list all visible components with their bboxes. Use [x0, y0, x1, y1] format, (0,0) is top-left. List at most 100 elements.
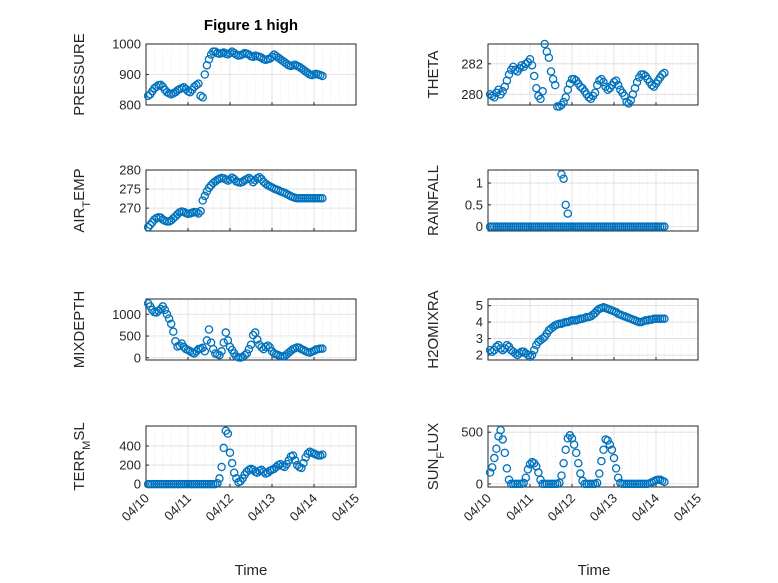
y-axis-label: TERRMSL	[71, 422, 93, 490]
axes-box	[145, 425, 357, 488]
axes-box	[487, 43, 699, 106]
data-point	[271, 462, 281, 472]
data-point	[571, 448, 581, 458]
y-tick-label: 500	[119, 329, 141, 344]
data-point	[227, 458, 237, 468]
data-point	[559, 97, 568, 107]
data-point	[192, 347, 201, 356]
data-point	[261, 179, 270, 188]
data-point	[603, 436, 612, 445]
data-point	[567, 222, 577, 231]
data-point	[487, 347, 497, 357]
data-point	[496, 425, 505, 435]
data-point	[498, 87, 507, 96]
data-point	[599, 77, 608, 87]
data-point	[169, 327, 178, 336]
y-tick-label: 1	[476, 176, 483, 191]
data-point	[597, 456, 606, 466]
data-point	[263, 341, 273, 350]
data-point	[204, 183, 214, 193]
data-point	[502, 340, 512, 350]
y-tick-label: 275	[119, 182, 141, 197]
y-tick-label: 0	[476, 476, 483, 491]
data-point	[595, 469, 604, 478]
y-axis-label: PRESSURE	[71, 33, 88, 116]
data-point	[561, 445, 570, 455]
data-point	[299, 458, 308, 468]
y-tick-label: 2	[476, 348, 483, 363]
data-point	[595, 76, 604, 85]
y-tick-label: 280	[119, 163, 141, 178]
data-point	[221, 328, 231, 337]
data-point	[318, 450, 327, 459]
data-point	[611, 76, 621, 85]
y-tick-label: 0	[476, 219, 483, 234]
data-point	[555, 102, 564, 111]
data-point	[198, 196, 207, 205]
data-point	[242, 349, 252, 358]
y-tick-label: 200	[119, 458, 141, 473]
data-point	[288, 451, 298, 460]
data-point	[162, 309, 172, 319]
data-point	[550, 80, 560, 90]
data-point	[246, 175, 256, 184]
data-point	[511, 65, 520, 75]
data-point	[200, 70, 210, 79]
data-point	[498, 435, 507, 444]
data-point	[215, 474, 224, 483]
y-tick-label: 1000	[112, 37, 141, 52]
data-point	[219, 338, 228, 347]
data-point	[200, 191, 210, 201]
data-point	[290, 456, 300, 465]
data-point	[660, 68, 669, 78]
subplot-6: 2 34 5 H2OMIXRA	[425, 290, 699, 369]
y-tick-label: 0	[134, 350, 141, 365]
subplot-2: 280 282 THETA	[425, 39, 699, 111]
data-point	[145, 220, 155, 230]
data-point	[529, 345, 539, 355]
data-point	[647, 80, 657, 90]
data-point	[219, 443, 228, 453]
data-point	[248, 330, 258, 340]
y-tick-label: 0.5	[465, 197, 483, 212]
subplot-3: 270 275 280 AIRTEMP	[71, 163, 357, 233]
data-point	[592, 478, 602, 488]
data-point	[500, 448, 510, 458]
y-tick-label: 270	[119, 201, 141, 216]
data-point	[546, 67, 556, 76]
data-point	[246, 340, 256, 349]
data-point	[485, 345, 495, 355]
data-point	[485, 468, 495, 477]
data-point	[217, 347, 226, 356]
data-point	[569, 74, 579, 84]
data-point	[253, 335, 262, 344]
data-point	[632, 77, 642, 87]
y-tick-label: 4	[476, 315, 483, 330]
data-point	[660, 222, 669, 231]
data-point	[196, 91, 205, 101]
data-point	[160, 305, 170, 315]
data-point	[166, 319, 176, 329]
y-axis-label: MIXDEPTH	[71, 291, 88, 369]
data-point	[240, 350, 249, 360]
data-point	[318, 344, 327, 353]
data-point	[154, 306, 163, 316]
data-point	[248, 465, 258, 475]
figure-title: Figure 1 high	[204, 17, 298, 34]
y-tick-label: 1000	[112, 307, 141, 322]
data-point	[263, 468, 273, 477]
data-point	[498, 345, 507, 355]
y-tick-label: 800	[119, 98, 141, 113]
data-point	[217, 462, 226, 472]
data-point	[143, 91, 153, 101]
data-point	[490, 453, 499, 463]
y-tick-label: 500	[461, 425, 483, 440]
data-point	[244, 50, 254, 59]
data-point	[286, 346, 296, 356]
data-point	[576, 82, 585, 91]
data-point	[253, 468, 262, 477]
data-point	[492, 342, 501, 352]
data-point	[504, 70, 514, 79]
